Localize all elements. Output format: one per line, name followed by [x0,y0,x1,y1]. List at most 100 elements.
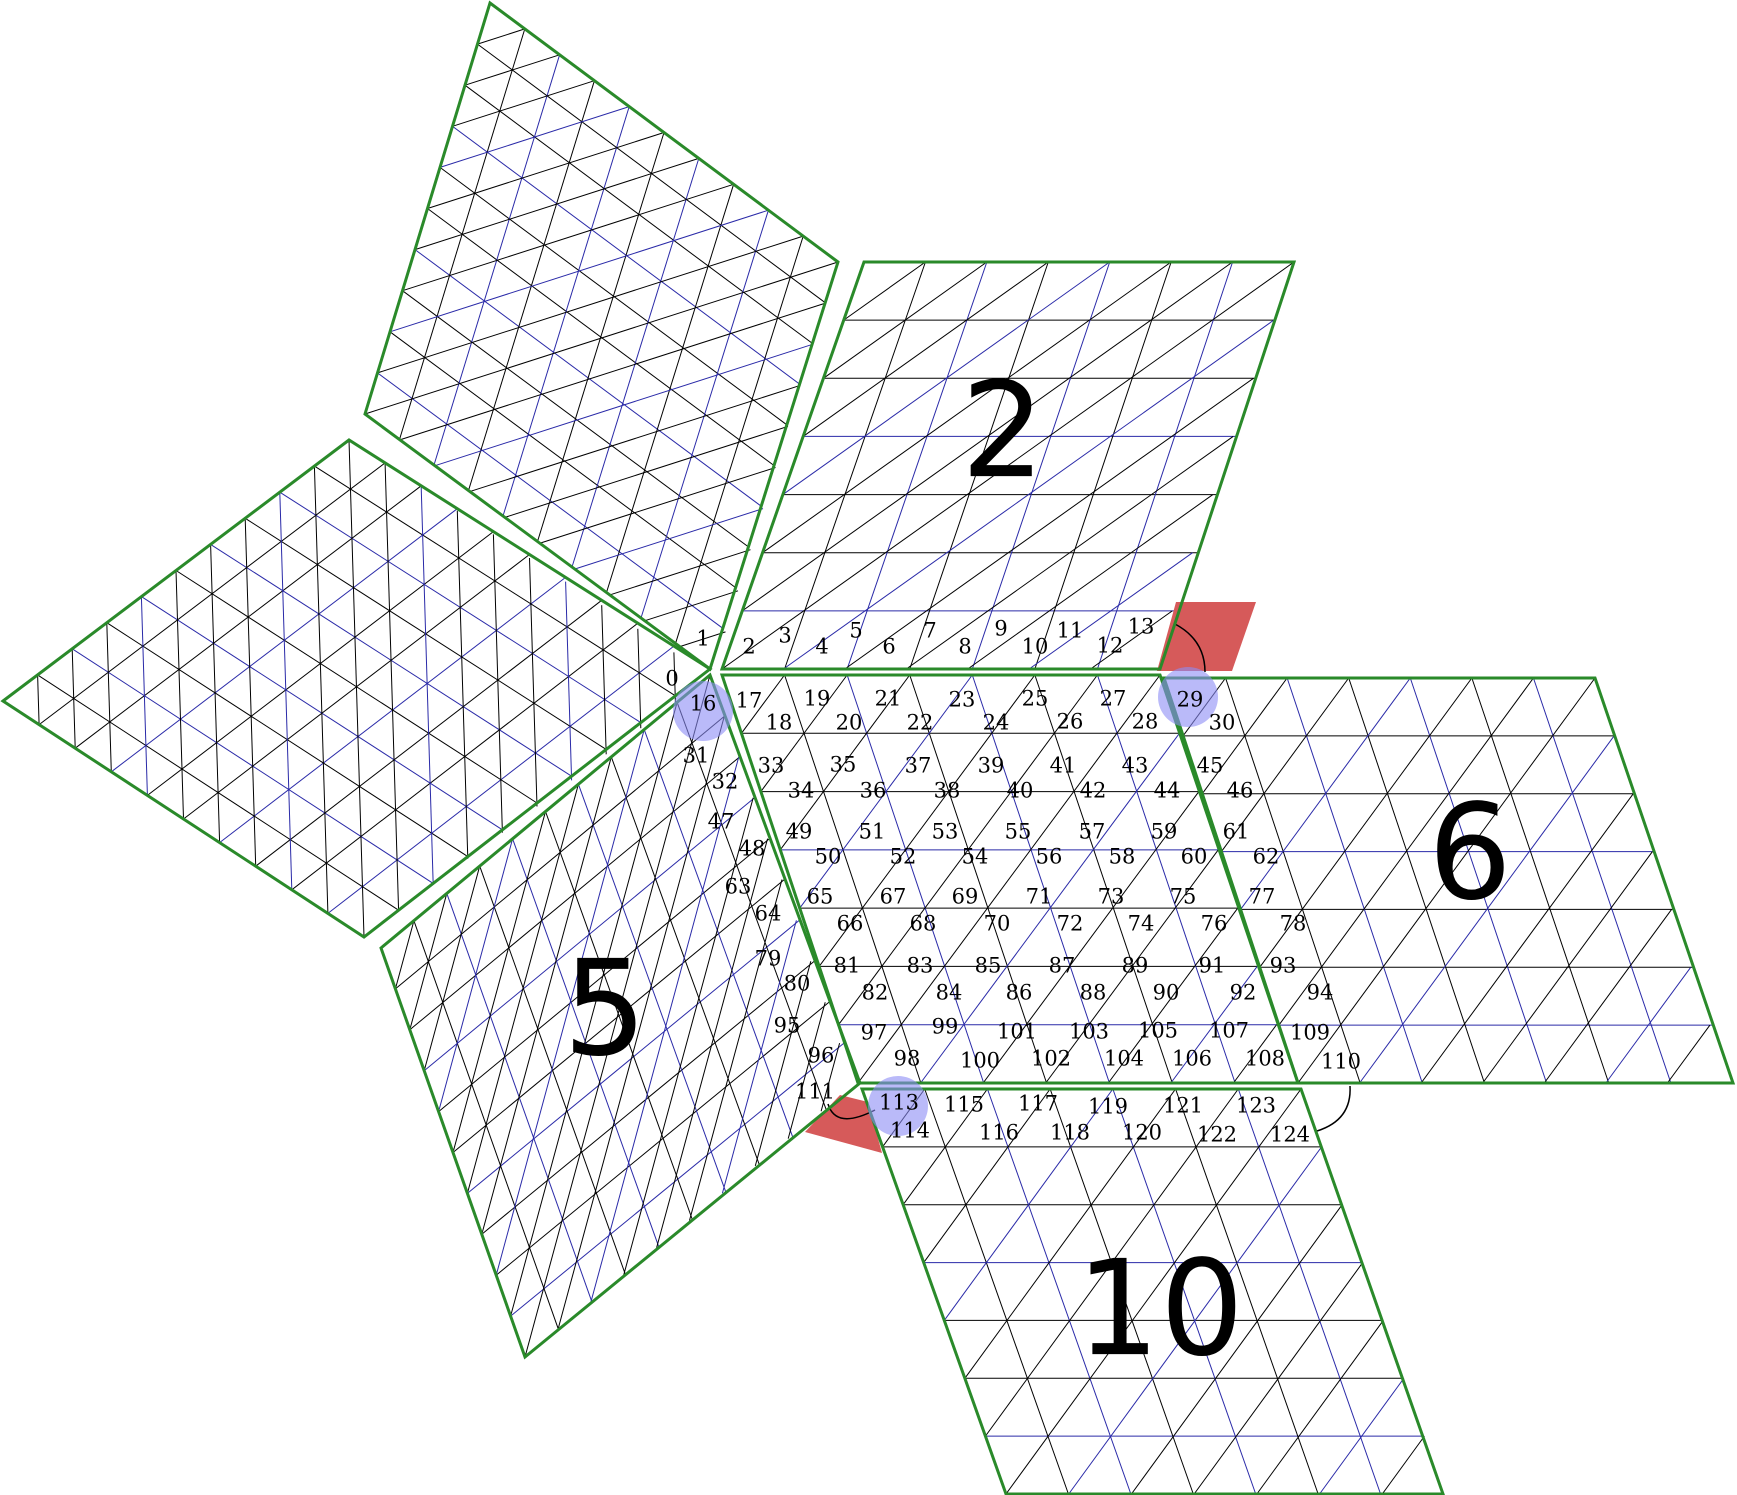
triangle-index-label: 123 [1236,1094,1276,1118]
triangle-index-label: 74 [1128,912,1155,936]
grid-line [438,838,514,1112]
grid-line [71,648,76,749]
triangle-index-label: 30 [1209,711,1236,735]
grid-line [787,1002,826,1139]
triangle-index-label: 28 [1132,710,1159,734]
grid-line [477,28,525,45]
triangle-index-label: 113 [879,1091,919,1115]
triangle-index-label: 0 [665,667,678,691]
grid-line [409,893,448,1030]
grid-line [1667,1024,1711,1084]
triangle-index-label: 60 [1181,845,1208,869]
grid-line [608,549,751,596]
grid-line [986,1088,1132,1495]
triangle-index-label: 49 [786,820,813,844]
panel-2-grid [721,261,1295,670]
grid-line [857,674,1161,1084]
triangle-index-label: 4 [815,635,828,659]
triangle-index-label: 32 [712,770,739,794]
grid-line [1471,677,1610,1084]
grid-line [1420,793,1634,1084]
triangle-index-label: 88 [1080,981,1107,1005]
triangle-index-label: 84 [936,981,963,1005]
grid-line [571,158,700,568]
triangle-index-label: 116 [979,1121,1019,1145]
triangle-index-label: 41 [1050,754,1077,778]
grid-line [402,183,734,292]
triangle-index-label: 100 [960,1049,1000,1073]
grid-line [524,674,711,1358]
triangle-index-label: 99 [932,1015,959,1039]
triangle-index-label: 33 [758,754,785,778]
triangle-index-label: 43 [1122,754,1149,778]
grid-line [279,492,293,890]
grid-line [643,590,739,622]
triangle-index-label: 18 [766,711,793,735]
triangle-index-label: 1 [696,627,709,651]
grid-line [838,674,1098,1026]
grid-line [427,132,665,209]
triangle-index-label: 26 [1057,710,1084,734]
triangle-index-label: 51 [859,820,886,844]
grid-line [481,756,612,1235]
grid-line [348,439,365,938]
grid-line [1096,674,1236,1084]
triangle-index-label: 36 [860,779,887,803]
grid-line [439,106,630,168]
triangle-index-label: 111 [795,1080,835,1104]
grid-line [529,557,538,807]
grid-line [510,702,678,1317]
panel-top-grid [364,28,839,648]
triangle-index-label: 34 [788,779,815,803]
triangle-index-label: 118 [1050,1121,1090,1145]
triangle-index-label: 114 [890,1119,930,1143]
triangle-index-label: 110 [1321,1050,1361,1074]
triangle-index-label: 92 [1230,981,1257,1005]
triangle-index-label: 89 [1122,954,1149,978]
grid-line [782,261,1111,495]
grid-line [721,920,797,1194]
grid-line [1112,1088,1257,1495]
triangle-index-label: 22 [907,711,934,735]
grid-line [971,674,1110,1084]
grid-line [1297,677,1596,1084]
grid-line [37,674,40,725]
grid-line [590,756,740,1303]
grid-line [1359,735,1615,1084]
grid-line [721,261,1295,670]
grid-line [1034,674,1173,1084]
grid-line [623,797,754,1276]
grid-line [502,106,630,517]
grid-line [313,466,329,914]
grid-line [689,879,783,1221]
triangle-index-label: 61 [1223,820,1250,844]
grid-line [446,893,593,1303]
grid-line [389,209,769,333]
triangle-index-label: 13 [1128,615,1155,639]
triangle-index-label: 48 [739,837,766,861]
grid-line [452,80,595,127]
triangle-index-label: 54 [962,845,989,869]
grid-line [1278,677,1534,1026]
grid-line [140,596,148,796]
grid-line [106,622,112,772]
grid-line [675,235,804,644]
grid-line [479,865,626,1275]
triangle-index-label: 102 [1031,1047,1071,1071]
panel-5-outline [379,672,862,1360]
grid-line [844,377,1254,670]
grid-line [643,729,794,1138]
grid-line [762,261,1172,554]
grid-line [678,631,726,648]
triangle-index-label: 37 [905,754,932,778]
link-arrow [1174,623,1206,673]
triangle-index-label: 11 [1057,619,1084,643]
grid-line [512,838,660,1248]
grid-line [779,674,911,851]
triangle-index-label: 56 [1036,845,1063,869]
triangle-index-label: 90 [1153,981,1180,1005]
grid-line [909,674,1048,1084]
grid-line [1096,261,1234,670]
grid-line [414,157,699,251]
